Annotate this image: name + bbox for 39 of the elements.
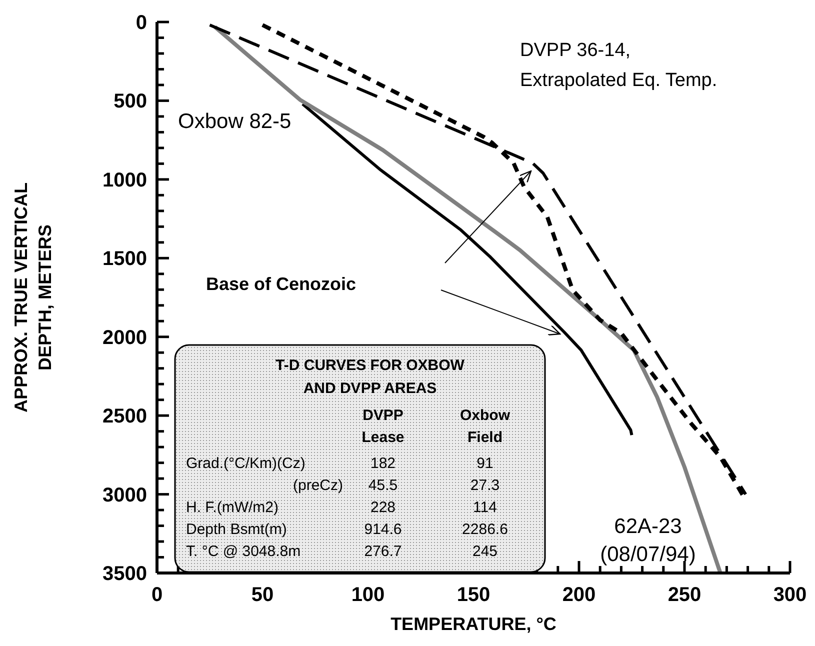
x-axis-title: TEMPERATURE, °C (390, 614, 556, 634)
annotation: (preCz) (292, 477, 343, 494)
annotation: 2286.6 (462, 521, 508, 538)
annotation: Oxbow Field (460, 407, 510, 446)
annotation: 914.6 (364, 521, 402, 538)
annotation: Grad.(°C/Km)(Cz) (186, 455, 306, 472)
x-tick-label: 100 (351, 584, 385, 606)
y-axis-title: APPROX. TRUE VERTICAL DEPTH, METERS (11, 182, 55, 413)
y-tick-label: 500 (114, 90, 147, 113)
annotation: DVPP 36-14, Extrapolated Eq. Temp. (520, 40, 718, 91)
x-tick-label: 250 (668, 584, 702, 606)
y-tick-label: 0 (136, 12, 147, 34)
annotation: 27.3 (470, 477, 500, 494)
x-tick-label: 150 (456, 584, 490, 606)
y-tick-label: 1000 (102, 169, 147, 192)
y-tick-label: 3500 (102, 563, 147, 585)
annotation: 182 (370, 455, 396, 472)
annotation: DVPP Lease (362, 407, 404, 446)
annotation: T. °C @ 3048.8m (186, 543, 301, 560)
annotation: H. F.(mW/m2) (186, 499, 278, 516)
x-tick-label: 200 (562, 584, 596, 606)
annotation: T-D CURVES FOR OXBOW AND DVPP AREAS (276, 357, 466, 397)
annotation: 228 (370, 499, 396, 516)
annotation: 45.5 (368, 477, 398, 494)
annotation: 114 (473, 499, 497, 516)
x-tick-label: 50 (251, 584, 274, 606)
series-label: Oxbow 82-5 (178, 110, 292, 133)
annotation: 276.7 (364, 543, 402, 560)
y-tick-label: 2000 (102, 326, 147, 349)
annotation: Depth Bsmt(m) (186, 521, 287, 538)
y-tick-label: 1500 (102, 248, 147, 270)
series-label: 62A-23 (08/07/94) (600, 515, 696, 566)
y-tick-label: 2500 (102, 406, 147, 428)
x-tick-label: 0 (151, 584, 163, 606)
annotation: 245 (472, 543, 498, 560)
annotation: Base of Cenozoic (206, 274, 356, 294)
x-tick-label: 300 (773, 584, 807, 606)
annotation: 91 (476, 455, 494, 472)
y-tick-label: 3000 (102, 484, 147, 506)
